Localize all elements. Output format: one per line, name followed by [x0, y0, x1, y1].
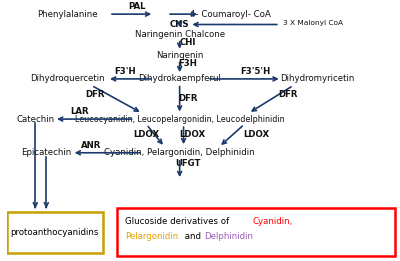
Text: and: and: [182, 232, 204, 241]
Text: Dihydrokaempferul: Dihydrokaempferul: [138, 74, 221, 84]
Text: 4- Coumaroyl- CoA: 4- Coumaroyl- CoA: [190, 10, 271, 19]
Text: F3H: F3H: [178, 59, 197, 68]
Text: F3'5'H: F3'5'H: [240, 67, 270, 76]
Text: Cyanidin, Pelargonidin, Delphinidin: Cyanidin, Pelargonidin, Delphinidin: [104, 148, 255, 157]
Text: CHI: CHI: [179, 38, 196, 47]
Text: Delphinidin: Delphinidin: [204, 232, 253, 241]
Text: Pelargonidin: Pelargonidin: [125, 232, 178, 241]
FancyBboxPatch shape: [117, 208, 395, 256]
Text: Epicatechin: Epicatechin: [21, 148, 72, 157]
Text: protoanthocyanidins: protoanthocyanidins: [11, 228, 99, 237]
Text: UFGT: UFGT: [176, 159, 201, 168]
Text: Dihydromyricetin: Dihydromyricetin: [280, 74, 354, 84]
Text: Catechin: Catechin: [16, 115, 54, 123]
Text: Dihydroquercetin: Dihydroquercetin: [30, 74, 105, 84]
Text: Cyanidin,: Cyanidin,: [253, 217, 293, 227]
Text: DFR: DFR: [278, 90, 298, 99]
Text: LAR: LAR: [70, 107, 89, 116]
Text: DFR: DFR: [178, 94, 198, 104]
Text: ANR: ANR: [81, 141, 102, 150]
FancyBboxPatch shape: [7, 212, 103, 253]
Text: Phenylalanine: Phenylalanine: [38, 10, 98, 19]
Text: F3'H: F3'H: [114, 67, 136, 76]
Text: Leucocyanidin, Leucopelargonidin, Leucodelphinidin: Leucocyanidin, Leucopelargonidin, Leucod…: [75, 115, 284, 123]
Text: Naringenin: Naringenin: [156, 51, 203, 60]
Text: LDOX: LDOX: [133, 130, 159, 139]
Text: DFR: DFR: [86, 90, 105, 99]
Text: Glucoside derivatives of: Glucoside derivatives of: [125, 217, 232, 227]
Text: PAL: PAL: [128, 2, 145, 11]
Text: LDOX: LDOX: [179, 130, 205, 139]
Text: LDOX: LDOX: [243, 130, 269, 139]
Text: 3 X Malonyl CoA: 3 X Malonyl CoA: [283, 20, 343, 26]
Text: Naringenin Chalcone: Naringenin Chalcone: [134, 30, 225, 39]
Text: CHS: CHS: [170, 20, 190, 29]
